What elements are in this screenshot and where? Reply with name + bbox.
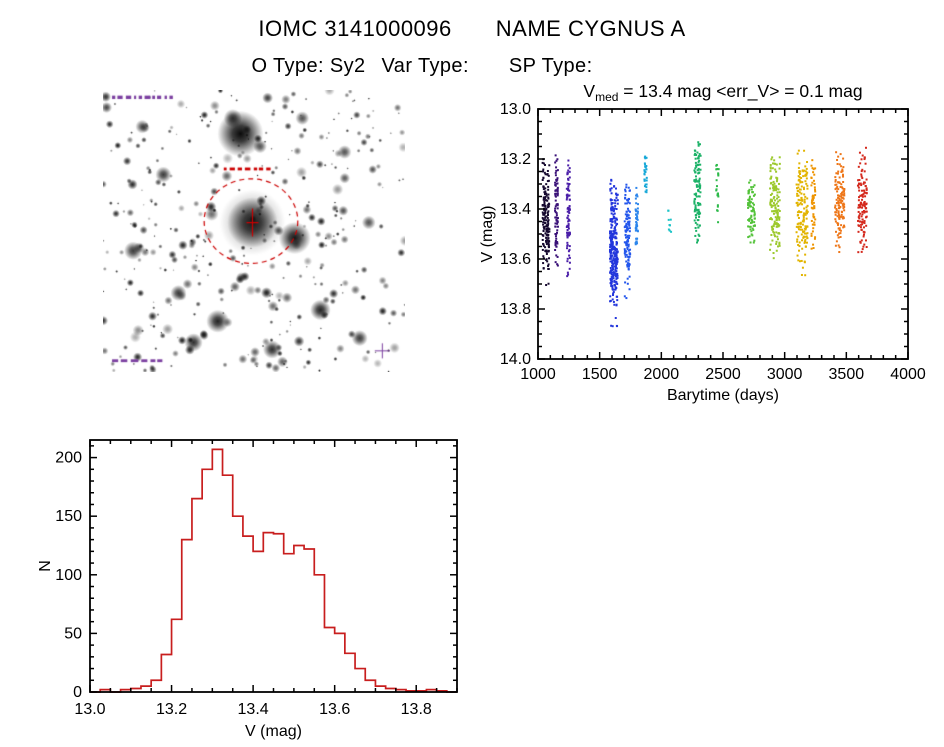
var-type-label: Var Type: bbox=[381, 55, 469, 77]
svg-text:13.2: 13.2 bbox=[156, 701, 187, 718]
svg-text:4000: 4000 bbox=[890, 366, 926, 383]
svg-text:13.2: 13.2 bbox=[500, 151, 531, 168]
svg-text:100: 100 bbox=[55, 567, 82, 584]
tick-labels: 1000 1500 2000 2500 3000 3500 4000 13.0 13.2 13.4… bbox=[500, 101, 926, 383]
svg-text:1000: 1000 bbox=[520, 366, 556, 383]
source-name: NAME CYGNUS A bbox=[495, 16, 686, 41]
axes bbox=[89, 439, 458, 693]
lightcurve-plot: Vmed = 13.4 mag <err_V> = 0.1 mag 1000 150… bbox=[479, 82, 926, 404]
svg-text:2000: 2000 bbox=[644, 366, 680, 383]
svg-text:13.6: 13.6 bbox=[319, 701, 350, 718]
svg-text:13.8: 13.8 bbox=[401, 701, 432, 718]
svg-text:200: 200 bbox=[55, 450, 82, 467]
y-axis-label: V (mag) bbox=[479, 206, 496, 263]
svg-text:0: 0 bbox=[73, 684, 82, 701]
data-points bbox=[541, 141, 868, 328]
svg-text:13.0: 13.0 bbox=[74, 701, 105, 718]
tick-labels: 13.0 13.2 13.4 13.6 13.8 0 50 100 150 200 bbox=[55, 450, 432, 718]
tick-marks bbox=[89, 440, 458, 693]
x-axis-label: V (mag) bbox=[245, 723, 302, 740]
svg-text:13.8: 13.8 bbox=[500, 301, 531, 318]
scatter-title: Vmed = 13.4 mag <err_V> = 0.1 mag bbox=[583, 82, 862, 104]
sp-type-label: SP Type: bbox=[508, 55, 593, 77]
svg-text:13.0: 13.0 bbox=[500, 101, 531, 118]
axes bbox=[537, 108, 909, 360]
svg-text:2500: 2500 bbox=[705, 366, 741, 383]
svg-text:13.4: 13.4 bbox=[500, 201, 531, 218]
y-axis-label: N bbox=[37, 560, 54, 572]
svg-text:13.6: 13.6 bbox=[500, 251, 531, 268]
page-subtitle: O Type: Sy2 Var Type: SP Type: bbox=[0, 55, 844, 78]
svg-text:50: 50 bbox=[64, 625, 82, 642]
svg-text:150: 150 bbox=[55, 508, 82, 525]
histogram-plot: 13.0 13.2 13.4 13.6 13.8 0 50 100 150 200 V (mag) N bbox=[37, 439, 458, 740]
object-type-label: O Type: Sy2 bbox=[251, 55, 366, 77]
svg-text:1500: 1500 bbox=[582, 366, 618, 383]
x-axis-label: Barytime (days) bbox=[667, 387, 779, 404]
page-title: IOMC 3141000096 NAME CYGNUS A bbox=[0, 16, 944, 42]
svg-text:13.4: 13.4 bbox=[238, 701, 269, 718]
histogram-bars bbox=[90, 448, 457, 693]
svg-text:3000: 3000 bbox=[767, 366, 803, 383]
svg-text:3500: 3500 bbox=[829, 366, 865, 383]
iomc-id: IOMC 3141000096 bbox=[258, 16, 452, 41]
tick-marks bbox=[537, 108, 909, 360]
svg-text:14.0: 14.0 bbox=[500, 351, 531, 368]
finding-chart-image bbox=[103, 90, 405, 372]
